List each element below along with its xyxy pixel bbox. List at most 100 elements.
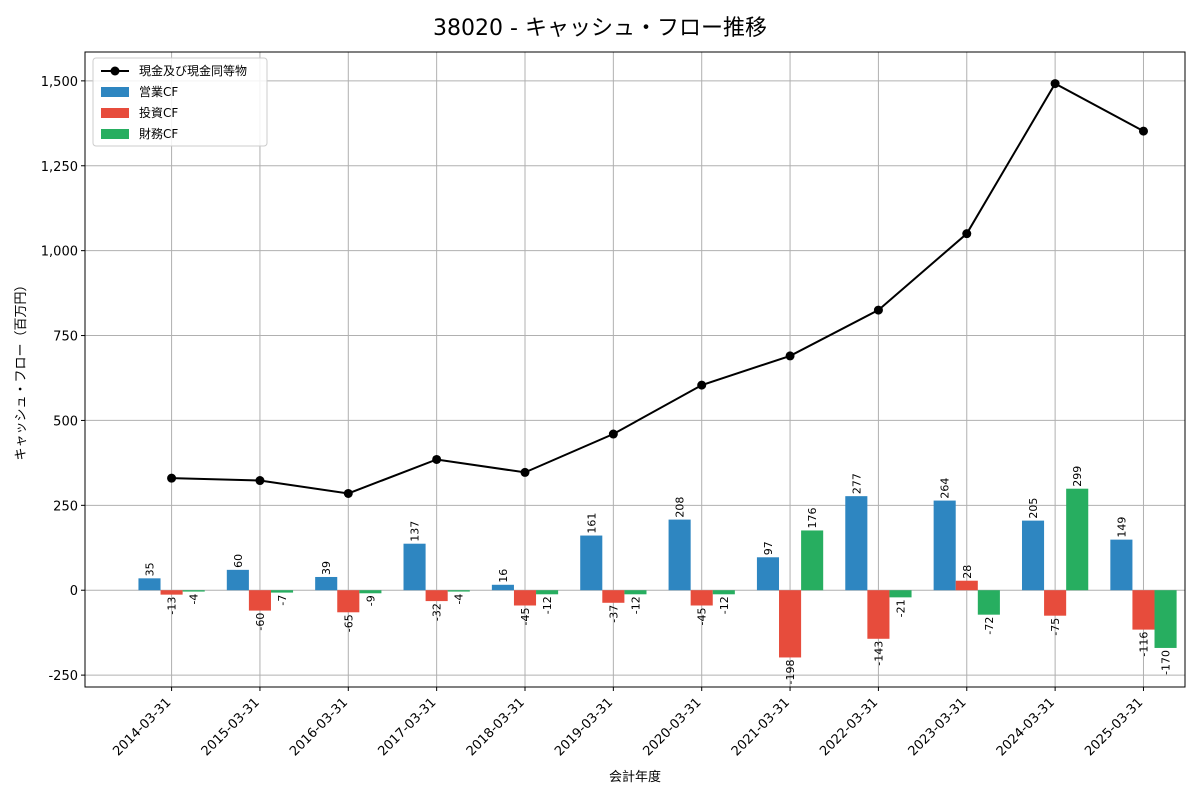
bar [1154,590,1177,648]
x-tick-label: 2016-03-31 [287,695,351,759]
bar [801,530,824,591]
cash-line [167,79,1148,498]
x-tick-label: 2022-03-31 [817,695,881,759]
legend-label: 財務CF [139,126,178,141]
bar-value-label: -170 [1160,650,1173,675]
bar-value-label: 16 [497,569,510,583]
bar-value-label: 205 [1027,498,1040,519]
y-tick-label: -250 [48,669,78,684]
bar-value-label: -7 [276,595,289,606]
bar-value-label: 299 [1071,466,1084,487]
x-tick-label: 2020-03-31 [640,695,704,759]
bar [1044,590,1067,616]
bar [955,580,978,591]
x-tick-label: 2015-03-31 [199,695,263,759]
cash-point [962,229,972,239]
bar [712,590,735,595]
cash-point [432,454,442,464]
y-axis-label: キャッシュ・フロー（百万円） [14,278,29,460]
legend-bar-swatch [101,108,129,118]
x-tick-label: 2024-03-31 [994,695,1058,759]
y-tick-label: 1,000 [41,245,78,260]
cash-point [343,488,353,498]
bar [315,576,338,591]
legend-label: 投資CF [139,105,178,120]
bar [977,590,1000,615]
cash-point [255,476,265,486]
bar [602,590,625,603]
bar-value-label: -75 [1049,618,1062,636]
plot-frame [84,51,1186,688]
bar [403,543,426,591]
bar-value-label: -21 [895,599,908,617]
y-tick-label: 750 [53,330,78,345]
bar [624,590,647,595]
x-tick-label: 2025-03-31 [1082,695,1146,759]
bar-value-label: -12 [629,596,642,614]
bar [160,590,183,595]
bar [668,519,691,591]
x-tick-label: 2018-03-31 [464,695,528,759]
bar-value-label: -13 [166,597,179,615]
cash-point [785,351,795,361]
bar [182,590,205,592]
bar-value-label: -4 [188,594,201,605]
bar [779,590,802,658]
y-tick-label: 1,500 [41,75,78,90]
x-tick-label: 2017-03-31 [375,695,439,759]
x-tick-label: 2014-03-31 [110,695,174,759]
cash-point [697,380,707,390]
bar [226,569,249,591]
bar-value-label: -32 [431,603,444,621]
bar-value-label: 35 [143,562,156,576]
bar-labels: 35 60 39 137 16 161 208 97 277 264 205 149 -13 -60 -65… [143,466,1172,685]
bar [845,496,868,591]
bar [889,590,912,598]
bar-value-label: -72 [983,617,996,635]
y-tick-label: 0 [70,584,78,599]
bar-value-label: -37 [607,605,620,623]
cash-point [873,305,883,315]
cash-point [520,467,530,477]
bar-value-label: -143 [872,641,885,666]
bar [1021,520,1045,591]
bar [138,578,161,591]
bar-value-label: 60 [232,554,245,568]
y-tick-label: 250 [53,499,78,514]
bar [270,590,294,593]
bar-value-label: -9 [364,595,377,606]
bar [248,590,271,611]
bar [425,590,448,602]
bar-value-label: -12 [718,596,731,614]
bar [491,584,514,591]
cash-polyline [171,82,1144,495]
bar-value-label: 149 [1115,517,1128,538]
x-tick-label: 2019-03-31 [552,695,616,759]
bar-value-label: 264 [939,478,952,499]
bars [138,488,1177,658]
cash-point [608,429,618,439]
bar-value-label: 176 [806,507,819,528]
cash-point [167,473,177,483]
bar [756,557,780,591]
bar [513,590,537,606]
bar-value-label: 277 [850,473,863,494]
x-tick-label: 2023-03-31 [906,695,970,759]
bar [337,590,360,613]
bar [1132,590,1155,630]
x-axis-label: 会計年度 [609,769,661,785]
axis-ticks: -250 0 250 500 750 1,000 1,250 1,500 2014-03-31 2… [41,75,1147,759]
bar [690,590,713,606]
cash-point [1050,79,1060,89]
x-tick-label: 2021-03-31 [729,695,793,759]
bar-value-label: -65 [342,614,355,632]
legend-bar-swatch [101,129,129,139]
cash-point [1138,126,1148,136]
bar-value-label: -45 [519,608,532,626]
bar [580,535,603,591]
legend-label: 現金及び現金同等物 [139,63,247,78]
bar-value-label: 39 [320,561,333,575]
bar-value-label: -12 [541,596,554,614]
